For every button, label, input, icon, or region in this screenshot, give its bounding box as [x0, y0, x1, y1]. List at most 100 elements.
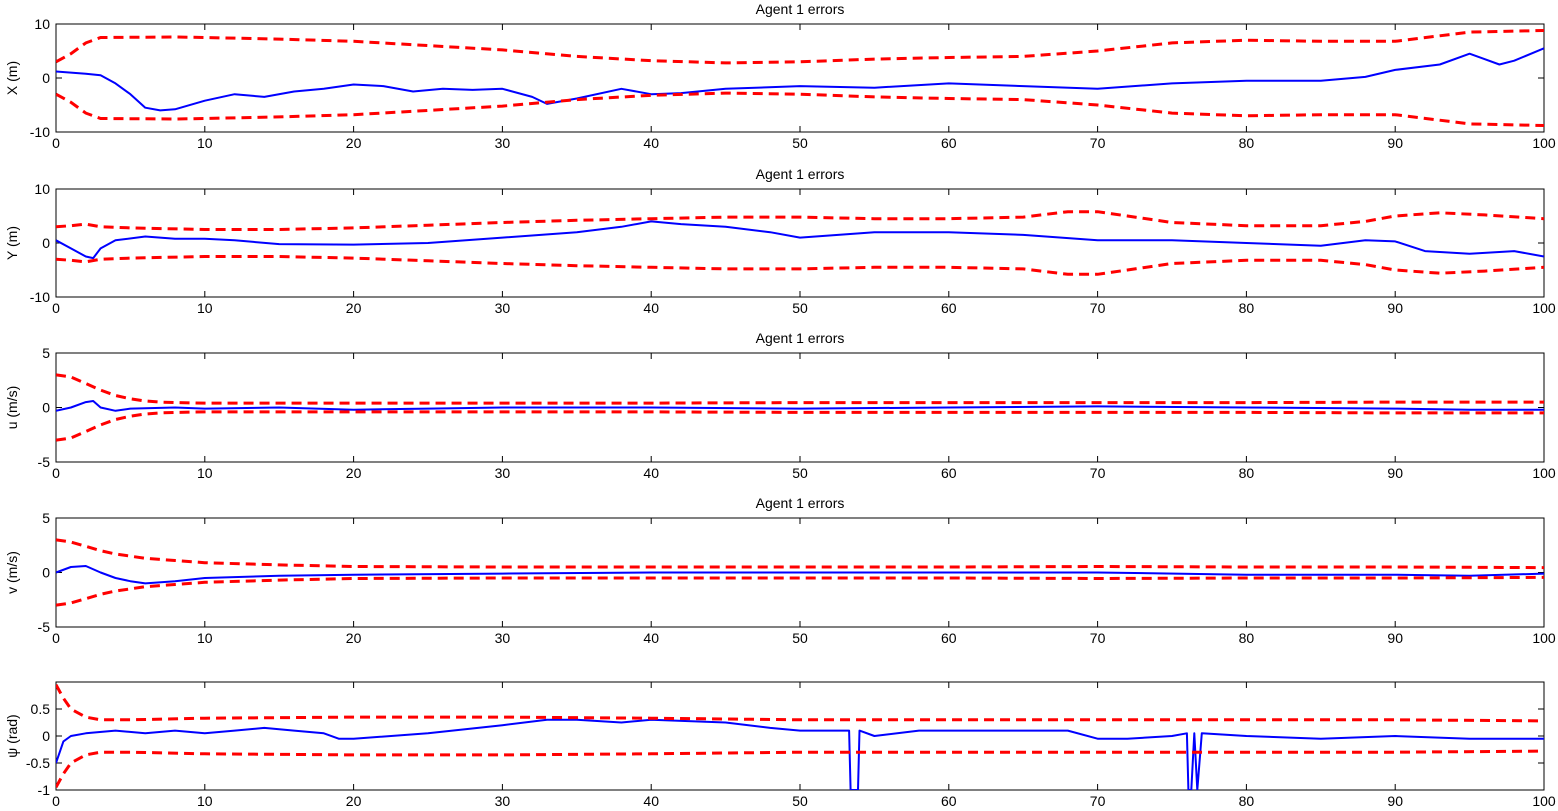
chart-title: Agent 1 errors	[756, 495, 845, 511]
x-tick-label: 70	[1090, 793, 1106, 809]
series-error	[56, 565, 1544, 585]
x-tick-label: 10	[197, 630, 213, 646]
x-tick-label: 60	[941, 465, 957, 481]
x-tick-label: 30	[495, 300, 511, 316]
y-axis-label: X (m)	[4, 61, 20, 95]
x-tick-label: 30	[495, 135, 511, 151]
series-lower-bound	[56, 410, 1544, 442]
x-tick-label: 90	[1387, 630, 1403, 646]
x-tick-label: 100	[1532, 135, 1556, 151]
x-tick-label: 20	[346, 300, 362, 316]
x-tick-label: 50	[792, 630, 808, 646]
x-tick-label: 70	[1090, 135, 1106, 151]
x-tick-label: 10	[197, 465, 213, 481]
x-tick-label: 70	[1090, 465, 1106, 481]
chart-title: Agent 1 errors	[756, 330, 845, 346]
x-tick-label: 50	[792, 465, 808, 481]
x-tick-label: 50	[792, 300, 808, 316]
y-tick-label: 10	[34, 181, 50, 197]
series-error	[56, 718, 1544, 790]
series-upper-bound	[56, 538, 1544, 570]
series-error	[56, 220, 1544, 260]
x-tick-label: 80	[1239, 630, 1255, 646]
x-tick-label: 40	[643, 630, 659, 646]
x-tick-label: 60	[941, 793, 957, 809]
x-tick-label: 50	[792, 793, 808, 809]
x-tick-label: 40	[643, 135, 659, 151]
y-tick-label: 10	[34, 16, 50, 32]
series-upper-bound	[56, 683, 1544, 723]
x-tick-label: 100	[1532, 465, 1556, 481]
x-tick-label: 20	[346, 793, 362, 809]
x-tick-label: 0	[52, 793, 60, 809]
series-upper-bound	[56, 210, 1544, 231]
x-tick-label: 80	[1239, 135, 1255, 151]
x-tick-label: 0	[52, 465, 60, 481]
series-error	[56, 400, 1544, 412]
x-tick-label: 30	[495, 793, 511, 809]
x-tick-label: 10	[197, 135, 213, 151]
x-tick-label: 10	[197, 793, 213, 809]
x-tick-label: 0	[52, 300, 60, 316]
plot-area	[55, 188, 1545, 298]
series-upper-bound	[56, 373, 1544, 405]
x-tick-label: 0	[52, 135, 60, 151]
x-tick-label: 90	[1387, 793, 1403, 809]
x-tick-label: 80	[1239, 300, 1255, 316]
x-tick-label: 20	[346, 465, 362, 481]
y-tick-label: 0	[42, 70, 50, 86]
x-tick-label: 0	[52, 630, 60, 646]
y-tick-label: -0.5	[26, 755, 50, 771]
y-tick-label: -1	[38, 782, 51, 798]
x-tick-label: 90	[1387, 135, 1403, 151]
x-tick-label: 10	[197, 300, 213, 316]
plot-area	[55, 681, 1545, 791]
x-tick-label: 80	[1239, 793, 1255, 809]
y-tick-label: -5	[38, 454, 51, 470]
panel-5: ψ (rad) 0 10 20 30 40 50 60 70 80 90 100 -1 -0.5 0 0.5	[4, 681, 1556, 809]
y-tick-label: 0.5	[31, 701, 51, 717]
x-tick-label: 40	[643, 465, 659, 481]
x-tick-label: 70	[1090, 630, 1106, 646]
series-lower-bound	[56, 91, 1544, 127]
y-tick-label: 0	[42, 400, 50, 416]
y-tick-label: 5	[42, 510, 50, 526]
x-tick-label: 100	[1532, 300, 1556, 316]
series-upper-bound	[56, 29, 1544, 65]
x-tick-label: 100	[1532, 630, 1556, 646]
y-axis-label: v (m/s)	[4, 551, 20, 594]
chart-title: Agent 1 errors	[756, 166, 845, 182]
x-tick-label: 30	[495, 630, 511, 646]
panel-2: Agent 1 errors Y (m) 0 10 20 30 40 50 60 70 80 90 10…	[4, 166, 1556, 316]
x-tick-label: 70	[1090, 300, 1106, 316]
y-tick-label: 0	[42, 565, 50, 581]
x-tick-label: 40	[643, 300, 659, 316]
y-tick-label: -10	[30, 289, 50, 305]
y-tick-label: 0	[42, 728, 50, 744]
x-tick-label: 60	[941, 300, 957, 316]
y-tick-label: -5	[38, 619, 51, 635]
x-tick-label: 40	[643, 793, 659, 809]
x-tick-label: 60	[941, 135, 957, 151]
x-tick-label: 20	[346, 135, 362, 151]
panel-1: Agent 1 errors X (m) 0 10 20 30 40 50 60 70 80 90 10…	[4, 1, 1556, 151]
series-error	[56, 47, 1544, 112]
y-axis-label: ψ (rad)	[4, 714, 20, 757]
x-tick-label: 20	[346, 630, 362, 646]
x-tick-label: 50	[792, 135, 808, 151]
series-lower-bound	[56, 749, 1544, 789]
chart-title: Agent 1 errors	[756, 1, 845, 17]
series-lower-bound	[56, 255, 1544, 276]
y-tick-label: 0	[42, 235, 50, 251]
x-tick-label: 60	[941, 630, 957, 646]
x-tick-label: 80	[1239, 465, 1255, 481]
series-lower-bound	[56, 575, 1544, 607]
y-tick-label: 5	[42, 345, 50, 361]
x-tick-label: 90	[1387, 300, 1403, 316]
x-tick-label: 30	[495, 465, 511, 481]
y-axis-label: u (m/s)	[4, 386, 20, 430]
x-tick-label: 100	[1532, 793, 1556, 809]
